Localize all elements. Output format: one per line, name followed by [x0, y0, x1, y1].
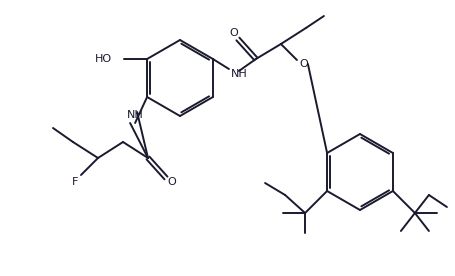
Text: NH: NH — [230, 69, 247, 79]
Text: O: O — [299, 59, 308, 69]
Text: F: F — [71, 177, 78, 187]
Text: O: O — [229, 28, 238, 38]
Text: O: O — [167, 177, 176, 187]
Text: HO: HO — [95, 54, 112, 64]
Text: NH: NH — [126, 110, 143, 120]
